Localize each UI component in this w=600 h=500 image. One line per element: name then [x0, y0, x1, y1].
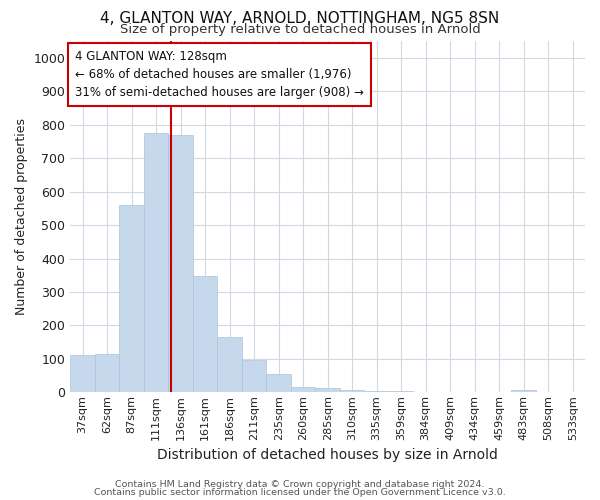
Y-axis label: Number of detached properties: Number of detached properties: [15, 118, 28, 315]
Bar: [144, 133, 169, 392]
Bar: [217, 337, 242, 392]
Bar: [119, 205, 144, 392]
Text: Contains HM Land Registry data © Crown copyright and database right 2024.: Contains HM Land Registry data © Crown c…: [115, 480, 485, 489]
Bar: [70, 355, 95, 393]
Bar: [95, 354, 119, 393]
Text: 4, GLANTON WAY, ARNOLD, NOTTINGHAM, NG5 8SN: 4, GLANTON WAY, ARNOLD, NOTTINGHAM, NG5 …: [100, 11, 500, 26]
Bar: [511, 390, 536, 392]
Bar: [266, 374, 291, 392]
Bar: [193, 276, 217, 392]
Bar: [242, 360, 266, 392]
Text: 4 GLANTON WAY: 128sqm
← 68% of detached houses are smaller (1,976)
31% of semi-d: 4 GLANTON WAY: 128sqm ← 68% of detached …: [76, 50, 364, 99]
Text: Size of property relative to detached houses in Arnold: Size of property relative to detached ho…: [119, 22, 481, 36]
Bar: [340, 390, 364, 392]
Bar: [364, 390, 389, 392]
Bar: [316, 388, 340, 392]
X-axis label: Distribution of detached houses by size in Arnold: Distribution of detached houses by size …: [157, 448, 498, 462]
Text: Contains public sector information licensed under the Open Government Licence v3: Contains public sector information licen…: [94, 488, 506, 497]
Bar: [389, 391, 413, 392]
Bar: [291, 388, 316, 392]
Bar: [169, 134, 193, 392]
